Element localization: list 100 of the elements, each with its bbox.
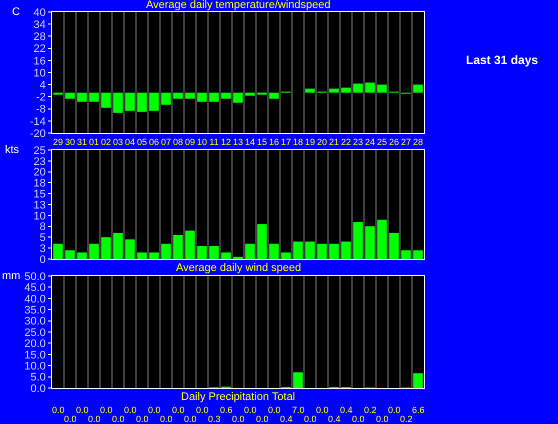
y-tick-label: 50.0 bbox=[24, 270, 46, 283]
y-tick-label: 22 bbox=[34, 43, 46, 56]
y-tick-label: 25 bbox=[34, 144, 46, 157]
y-tick-label: -2 bbox=[36, 92, 46, 104]
y-tick-label: 45.0 bbox=[24, 282, 46, 294]
x-tick-label: 27 bbox=[400, 136, 412, 147]
x-tick-label: 02 bbox=[100, 136, 112, 147]
data-label: 0.2 bbox=[400, 414, 413, 424]
y-tick-label: 0 bbox=[40, 254, 46, 266]
bar bbox=[293, 242, 303, 259]
bar bbox=[365, 226, 375, 259]
data-label: 0.0 bbox=[76, 405, 89, 415]
data-label: 0.0 bbox=[64, 414, 77, 424]
data-label: 0.0 bbox=[376, 414, 389, 424]
x-tick-label: 18 bbox=[292, 136, 304, 147]
data-label: 0.0 bbox=[100, 405, 113, 415]
y-tick-label: 10 bbox=[34, 210, 46, 222]
bar bbox=[377, 220, 387, 259]
bar bbox=[113, 92, 123, 113]
bar bbox=[305, 88, 315, 93]
y-tick-label: 18 bbox=[34, 178, 46, 190]
x-tick-label: 13 bbox=[232, 136, 244, 147]
y-tick-label: -14 bbox=[30, 116, 46, 128]
bar bbox=[65, 250, 75, 259]
bar bbox=[341, 88, 351, 93]
data-label: 0.0 bbox=[232, 414, 245, 424]
bar bbox=[365, 82, 375, 93]
y-tick-label: 10.0 bbox=[24, 360, 46, 372]
x-tick-label: 11 bbox=[209, 136, 219, 147]
bar bbox=[89, 244, 99, 259]
data-label: 7.0 bbox=[292, 405, 305, 415]
y-tick-label: 15 bbox=[34, 188, 46, 200]
bar bbox=[149, 92, 159, 111]
x-tick-label: 28 bbox=[412, 136, 424, 147]
bar bbox=[137, 252, 147, 259]
x-tick-label: 16 bbox=[268, 136, 280, 147]
x-tick-label: 20 bbox=[316, 136, 328, 147]
y-tick-label: 10 bbox=[34, 67, 46, 80]
x-tick-label: 25 bbox=[376, 136, 388, 147]
x-tick-label: 24 bbox=[364, 136, 376, 147]
bar bbox=[257, 224, 267, 259]
x-tick-label: 26 bbox=[388, 136, 400, 147]
data-label: 0.0 bbox=[244, 405, 257, 415]
y-tick-label: -8 bbox=[36, 104, 46, 116]
bar bbox=[161, 244, 171, 259]
data-label: 0.0 bbox=[388, 405, 401, 415]
bar bbox=[65, 92, 75, 99]
data-label: 0.0 bbox=[52, 405, 65, 415]
x-axis-title: Average daily wind speed bbox=[176, 262, 302, 274]
bar bbox=[389, 232, 399, 259]
y-tick-label: 28 bbox=[34, 31, 46, 44]
y-tick-label: 0.0 bbox=[30, 382, 46, 395]
x-tick-label: 07 bbox=[160, 136, 172, 147]
bar bbox=[305, 242, 315, 259]
y-axis-title: kts bbox=[5, 144, 20, 156]
y-tick-label: 30.0 bbox=[24, 316, 46, 328]
bar bbox=[233, 92, 243, 103]
chart-title: Average daily temperature/windspeed bbox=[146, 0, 330, 11]
bar bbox=[401, 250, 411, 259]
x-tick-label: 17 bbox=[280, 136, 292, 147]
x-tick-label: 09 bbox=[184, 136, 196, 147]
x-tick-label: 06 bbox=[148, 136, 160, 147]
data-label: 0.0 bbox=[268, 405, 281, 415]
bar bbox=[197, 246, 207, 259]
bar bbox=[197, 92, 207, 102]
x-tick-label: 01 bbox=[88, 136, 100, 147]
bar bbox=[101, 92, 111, 108]
x-tick-label: 04 bbox=[124, 136, 136, 147]
data-label: 0.0 bbox=[112, 414, 125, 424]
y-tick-label: 40 bbox=[34, 6, 46, 19]
data-label: 0.0 bbox=[184, 414, 197, 424]
bar bbox=[377, 84, 387, 93]
bar bbox=[185, 92, 195, 99]
data-label: 0.2 bbox=[364, 405, 377, 415]
data-label: 0.4 bbox=[340, 405, 353, 415]
data-label: 0.4 bbox=[280, 414, 293, 424]
y-tick-label: 35.0 bbox=[24, 304, 46, 316]
y-tick-label: 34 bbox=[34, 18, 46, 31]
x-tick-label: 08 bbox=[172, 136, 184, 147]
y-axis-title: mm bbox=[2, 270, 20, 282]
x-tick-label: 29 bbox=[52, 136, 64, 147]
bar bbox=[125, 239, 135, 259]
bar bbox=[269, 244, 279, 259]
x-tick-label: 05 bbox=[136, 136, 148, 147]
bar bbox=[353, 222, 363, 259]
x-axis-title: Daily Precipitation Total bbox=[181, 391, 296, 403]
y-tick-label: 40.0 bbox=[24, 293, 46, 306]
bar bbox=[173, 92, 183, 99]
data-label: 0.0 bbox=[196, 405, 209, 415]
y-tick-label: 20.0 bbox=[24, 338, 46, 350]
data-label: 0.0 bbox=[256, 414, 269, 424]
data-label: 0.0 bbox=[124, 405, 137, 415]
data-label: 0.0 bbox=[352, 414, 365, 424]
text: Last 31 days bbox=[466, 53, 538, 67]
bar bbox=[281, 252, 291, 259]
bar bbox=[113, 232, 123, 259]
data-label: 0.0 bbox=[136, 414, 149, 424]
bar bbox=[293, 372, 303, 388]
bar bbox=[413, 84, 423, 93]
bar bbox=[209, 92, 219, 102]
